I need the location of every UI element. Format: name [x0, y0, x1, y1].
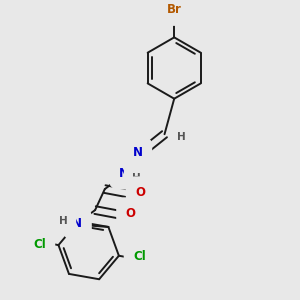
Text: Cl: Cl: [133, 250, 146, 263]
Text: N: N: [72, 217, 82, 230]
Text: O: O: [135, 186, 145, 199]
Text: H: H: [177, 132, 186, 142]
Text: N: N: [118, 167, 128, 180]
Text: Cl: Cl: [33, 238, 46, 251]
Text: N: N: [133, 146, 143, 159]
Text: H: H: [59, 216, 68, 226]
Text: Br: Br: [167, 3, 182, 16]
Text: O: O: [126, 207, 136, 220]
Text: H: H: [132, 173, 141, 183]
